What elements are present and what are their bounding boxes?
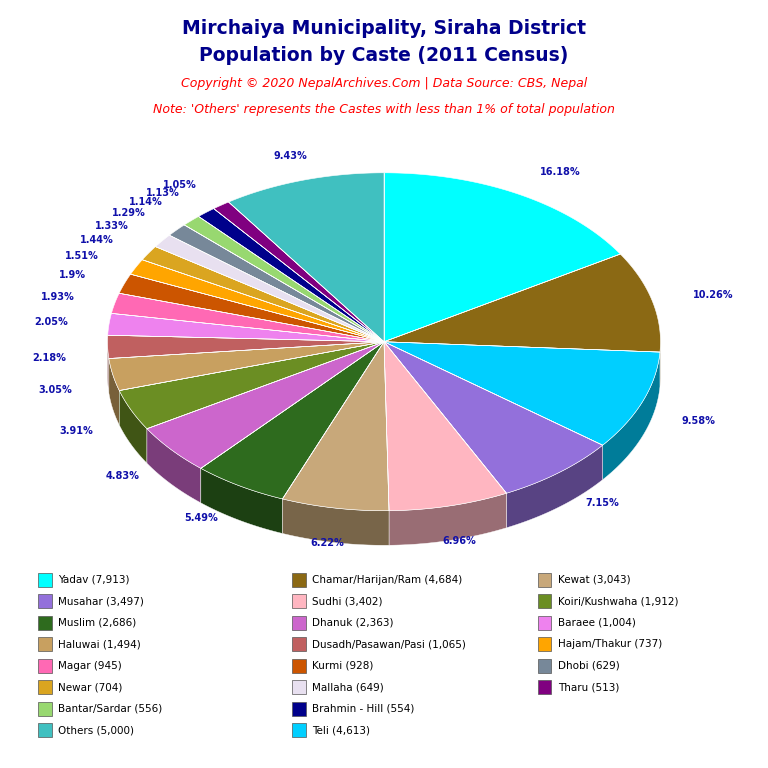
Text: 9.58%: 9.58% xyxy=(681,415,716,425)
Polygon shape xyxy=(108,335,384,359)
Text: 6.22%: 6.22% xyxy=(310,538,344,548)
Polygon shape xyxy=(603,352,660,480)
Polygon shape xyxy=(283,499,389,545)
Text: Muslim (2,686): Muslim (2,686) xyxy=(58,617,137,628)
Text: 1.14%: 1.14% xyxy=(129,197,162,207)
Text: Dusadh/Pasawan/Pasi (1,065): Dusadh/Pasawan/Pasi (1,065) xyxy=(312,639,465,650)
Polygon shape xyxy=(201,468,283,534)
Text: Brahmin - Hill (554): Brahmin - Hill (554) xyxy=(312,703,414,714)
Polygon shape xyxy=(283,342,389,511)
Polygon shape xyxy=(131,260,384,342)
Text: Bantar/Sardar (556): Bantar/Sardar (556) xyxy=(58,703,163,714)
Polygon shape xyxy=(170,225,384,342)
Polygon shape xyxy=(108,313,384,342)
Polygon shape xyxy=(147,342,384,468)
Text: Mirchaiya Municipality, Siraha District: Mirchaiya Municipality, Siraha District xyxy=(182,19,586,38)
Text: 6.96%: 6.96% xyxy=(442,536,476,546)
Text: 1.05%: 1.05% xyxy=(163,180,197,190)
Text: 1.44%: 1.44% xyxy=(80,235,114,245)
Text: Newar (704): Newar (704) xyxy=(58,682,123,693)
Polygon shape xyxy=(384,173,621,342)
Text: 1.93%: 1.93% xyxy=(41,293,74,303)
Polygon shape xyxy=(214,202,384,342)
Text: 2.18%: 2.18% xyxy=(32,353,66,363)
Text: 2.05%: 2.05% xyxy=(34,316,68,326)
Text: Musahar (3,497): Musahar (3,497) xyxy=(58,596,144,607)
Text: Dhanuk (2,363): Dhanuk (2,363) xyxy=(312,617,393,628)
Polygon shape xyxy=(142,247,384,342)
Polygon shape xyxy=(184,217,384,342)
Text: Copyright © 2020 NepalArchives.Com | Data Source: CBS, Nepal: Copyright © 2020 NepalArchives.Com | Dat… xyxy=(181,77,587,90)
Text: Koiri/Kushwaha (1,912): Koiri/Kushwaha (1,912) xyxy=(558,596,678,607)
Text: Yadav (7,913): Yadav (7,913) xyxy=(58,574,130,585)
Polygon shape xyxy=(119,391,147,463)
Text: 1.9%: 1.9% xyxy=(58,270,85,280)
Text: 1.13%: 1.13% xyxy=(146,188,180,198)
Text: Others (5,000): Others (5,000) xyxy=(58,725,134,736)
Polygon shape xyxy=(201,342,384,499)
Polygon shape xyxy=(147,429,201,503)
Text: Teli (4,613): Teli (4,613) xyxy=(312,725,370,736)
Text: Baraee (1,004): Baraee (1,004) xyxy=(558,617,635,628)
Text: Kewat (3,043): Kewat (3,043) xyxy=(558,574,631,585)
Polygon shape xyxy=(384,342,660,445)
Polygon shape xyxy=(119,342,384,429)
Polygon shape xyxy=(199,209,384,342)
Text: Population by Caste (2011 Census): Population by Caste (2011 Census) xyxy=(200,46,568,65)
Text: Magar (945): Magar (945) xyxy=(58,660,122,671)
Text: 16.18%: 16.18% xyxy=(540,167,581,177)
Polygon shape xyxy=(111,293,384,342)
Text: Hajam/Thakur (737): Hajam/Thakur (737) xyxy=(558,639,662,650)
Text: 7.15%: 7.15% xyxy=(585,498,619,508)
Text: 1.29%: 1.29% xyxy=(112,208,146,218)
Polygon shape xyxy=(384,342,603,493)
Polygon shape xyxy=(108,342,109,393)
Text: Chamar/Harijan/Ram (4,684): Chamar/Harijan/Ram (4,684) xyxy=(312,574,462,585)
Text: 10.26%: 10.26% xyxy=(693,290,733,300)
Polygon shape xyxy=(155,235,384,342)
Polygon shape xyxy=(109,359,119,425)
Text: Note: 'Others' represents the Castes with less than 1% of total population: Note: 'Others' represents the Castes wit… xyxy=(153,103,615,116)
Polygon shape xyxy=(506,445,603,528)
Text: 9.43%: 9.43% xyxy=(273,151,307,161)
Text: 1.33%: 1.33% xyxy=(95,220,129,230)
Text: Haluwai (1,494): Haluwai (1,494) xyxy=(58,639,141,650)
Text: 3.05%: 3.05% xyxy=(38,385,72,395)
Text: Dhobi (629): Dhobi (629) xyxy=(558,660,619,671)
Text: Kurmi (928): Kurmi (928) xyxy=(312,660,373,671)
Text: 5.49%: 5.49% xyxy=(184,513,218,523)
Text: Sudhi (3,402): Sudhi (3,402) xyxy=(312,596,382,607)
Text: 4.83%: 4.83% xyxy=(106,472,140,482)
Text: Tharu (513): Tharu (513) xyxy=(558,682,619,693)
Polygon shape xyxy=(109,342,384,391)
Polygon shape xyxy=(229,173,384,342)
Polygon shape xyxy=(384,254,660,352)
Polygon shape xyxy=(384,342,506,511)
Text: 3.91%: 3.91% xyxy=(59,425,93,435)
Text: 1.51%: 1.51% xyxy=(65,250,99,260)
Polygon shape xyxy=(119,274,384,342)
Text: Mallaha (649): Mallaha (649) xyxy=(312,682,383,693)
Polygon shape xyxy=(389,493,506,545)
